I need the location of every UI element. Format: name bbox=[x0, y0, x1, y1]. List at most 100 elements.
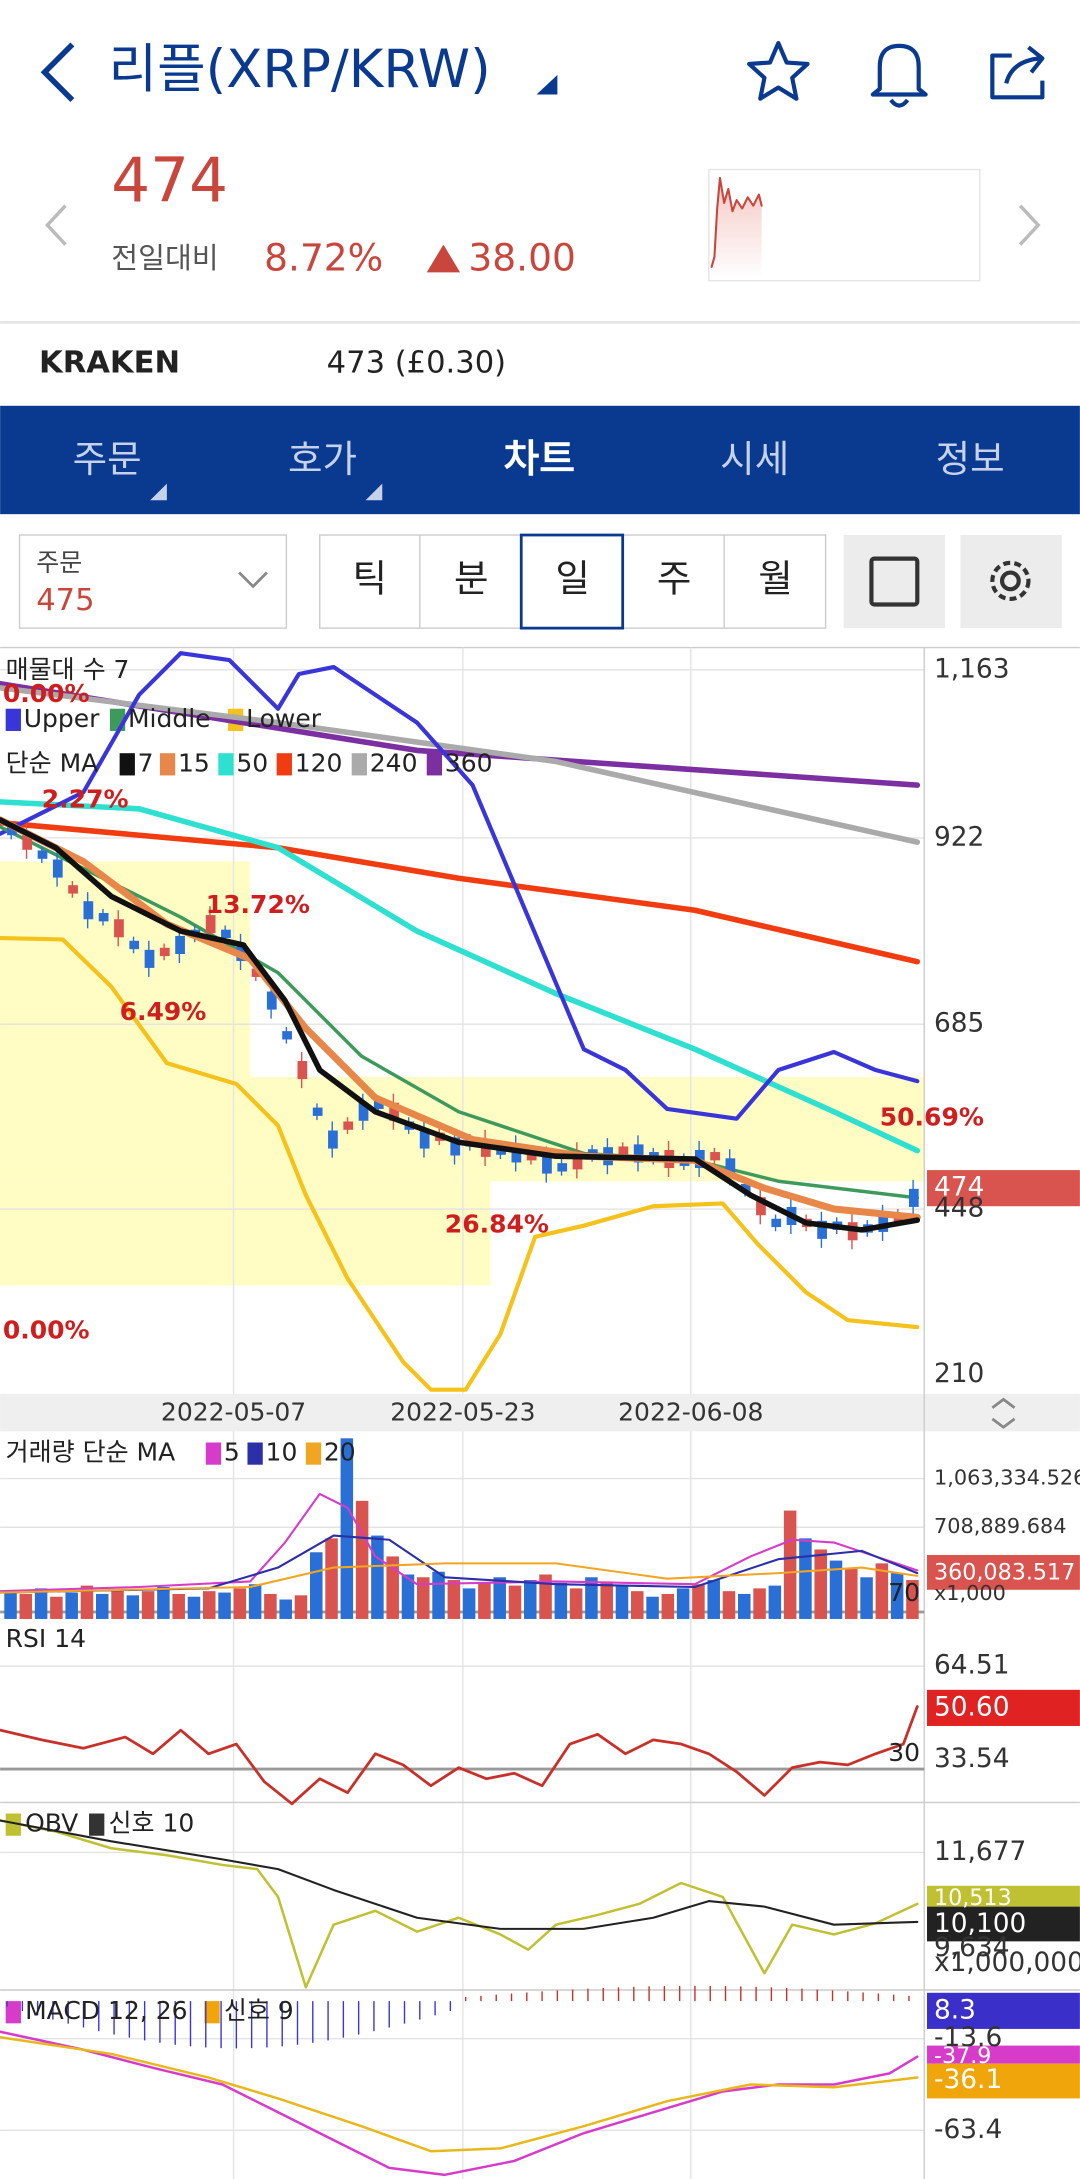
label: 474 bbox=[934, 1172, 984, 1203]
macd-signal bbox=[0, 2036, 919, 2153]
profile-band bbox=[0, 861, 251, 1077]
label: 50.60 bbox=[934, 1691, 1010, 1722]
candle bbox=[37, 850, 48, 859]
label: 120 bbox=[295, 748, 343, 777]
back-button[interactable] bbox=[40, 42, 75, 103]
label: -36.1 bbox=[934, 2064, 1002, 2095]
macd-tag bbox=[927, 2045, 1080, 2064]
label[interactable]: 틱 bbox=[353, 556, 388, 600]
label: 1,163 bbox=[934, 653, 1010, 684]
dropdown-triangle[interactable] bbox=[536, 75, 558, 95]
label: MACD 12, 26 bbox=[25, 1996, 187, 2025]
volume-tag bbox=[927, 1555, 1080, 1590]
label: Middle bbox=[128, 704, 211, 733]
volume-bar bbox=[355, 1500, 369, 1619]
tab-bar bbox=[0, 405, 1080, 515]
obv-signal bbox=[0, 1819, 919, 1930]
candle bbox=[175, 935, 185, 955]
label: 2022-05-07 bbox=[161, 1397, 306, 1426]
volume-ma-20 bbox=[0, 1562, 919, 1594]
square-icon bbox=[869, 556, 920, 607]
label: 38.00 bbox=[468, 235, 575, 279]
label[interactable]: 주 bbox=[657, 556, 692, 600]
volume-bar bbox=[340, 1438, 354, 1619]
favorite-icon[interactable] bbox=[747, 40, 810, 101]
label: 13.72% bbox=[206, 890, 310, 919]
candle bbox=[725, 1158, 736, 1177]
select-chevron bbox=[238, 571, 268, 589]
volume-ma-5 bbox=[0, 1492, 919, 1593]
volume-bar bbox=[753, 1588, 766, 1619]
legend-swatch bbox=[351, 753, 367, 776]
up-triangle bbox=[426, 244, 461, 273]
candle bbox=[526, 1152, 537, 1161]
label: 10,513 bbox=[934, 1885, 1012, 1911]
label[interactable]: 일 bbox=[555, 556, 590, 600]
volume-bar bbox=[462, 1588, 476, 1619]
label: 10 bbox=[266, 1438, 298, 1467]
label[interactable]: 주문 bbox=[73, 437, 142, 481]
layout-button[interactable] bbox=[843, 535, 946, 629]
label: 360 bbox=[445, 748, 493, 777]
volume-bar bbox=[4, 1591, 17, 1619]
label: 50.69% bbox=[880, 1103, 984, 1132]
volume-bar bbox=[34, 1588, 48, 1619]
candle bbox=[373, 1100, 384, 1109]
candle bbox=[328, 1130, 338, 1149]
label: 0.00% bbox=[3, 1315, 90, 1344]
label[interactable]: 호가 bbox=[288, 437, 357, 481]
legend-swatch bbox=[426, 753, 443, 776]
label: 2022-05-23 bbox=[390, 1397, 535, 1426]
label: 240 bbox=[370, 748, 418, 777]
candle bbox=[389, 1102, 399, 1121]
candle bbox=[572, 1151, 583, 1170]
bollinger-upper bbox=[0, 651, 920, 1121]
volume-bar bbox=[50, 1596, 63, 1619]
next-button[interactable] bbox=[1018, 204, 1041, 246]
alarm-icon[interactable] bbox=[870, 43, 928, 108]
label: 26.84% bbox=[445, 1210, 549, 1239]
label: 10,100 bbox=[934, 1908, 1026, 1939]
label[interactable]: 분 bbox=[454, 556, 489, 600]
volume-bar bbox=[371, 1535, 384, 1619]
volume-bar bbox=[615, 1585, 629, 1619]
candle bbox=[358, 1102, 369, 1121]
tab-triangle bbox=[365, 483, 383, 501]
volume-bar bbox=[432, 1571, 445, 1619]
label: 매물대 수 7 bbox=[6, 655, 130, 684]
label: 8.72% bbox=[264, 235, 383, 279]
candle bbox=[542, 1155, 552, 1174]
share-icon[interactable] bbox=[990, 45, 1045, 100]
label[interactable]: 월 bbox=[758, 556, 793, 600]
label: x1,000 bbox=[934, 1581, 1006, 1605]
volume-bar bbox=[478, 1582, 491, 1619]
label: 922 bbox=[934, 821, 984, 852]
volume-bar bbox=[310, 1552, 323, 1619]
label: 474 bbox=[111, 145, 228, 216]
volume-bar bbox=[508, 1585, 522, 1619]
legend-swatch bbox=[276, 753, 292, 776]
order-select[interactable] bbox=[18, 534, 288, 629]
volume-bar bbox=[600, 1581, 613, 1619]
period-selected[interactable] bbox=[519, 533, 625, 630]
label[interactable]: 차트 bbox=[504, 437, 576, 482]
label: 거래량 단순 MA bbox=[6, 1438, 176, 1467]
label: 33.54 bbox=[934, 1743, 1010, 1774]
prev-button[interactable] bbox=[44, 204, 67, 246]
volume-bar bbox=[294, 1595, 308, 1619]
candle bbox=[144, 949, 155, 968]
candle bbox=[83, 901, 94, 920]
candle bbox=[740, 1183, 751, 1193]
candle bbox=[312, 1107, 323, 1116]
settings-button[interactable] bbox=[960, 535, 1062, 629]
label[interactable]: 정보 bbox=[936, 437, 1005, 481]
label[interactable]: 시세 bbox=[720, 437, 789, 481]
volume-bar bbox=[906, 1580, 919, 1619]
candle bbox=[771, 1218, 782, 1228]
ma-240 bbox=[0, 685, 921, 845]
volume-bar bbox=[157, 1587, 170, 1619]
volume-bar bbox=[860, 1577, 873, 1619]
resize-icon[interactable] bbox=[991, 1397, 1016, 1429]
candle bbox=[633, 1144, 644, 1163]
